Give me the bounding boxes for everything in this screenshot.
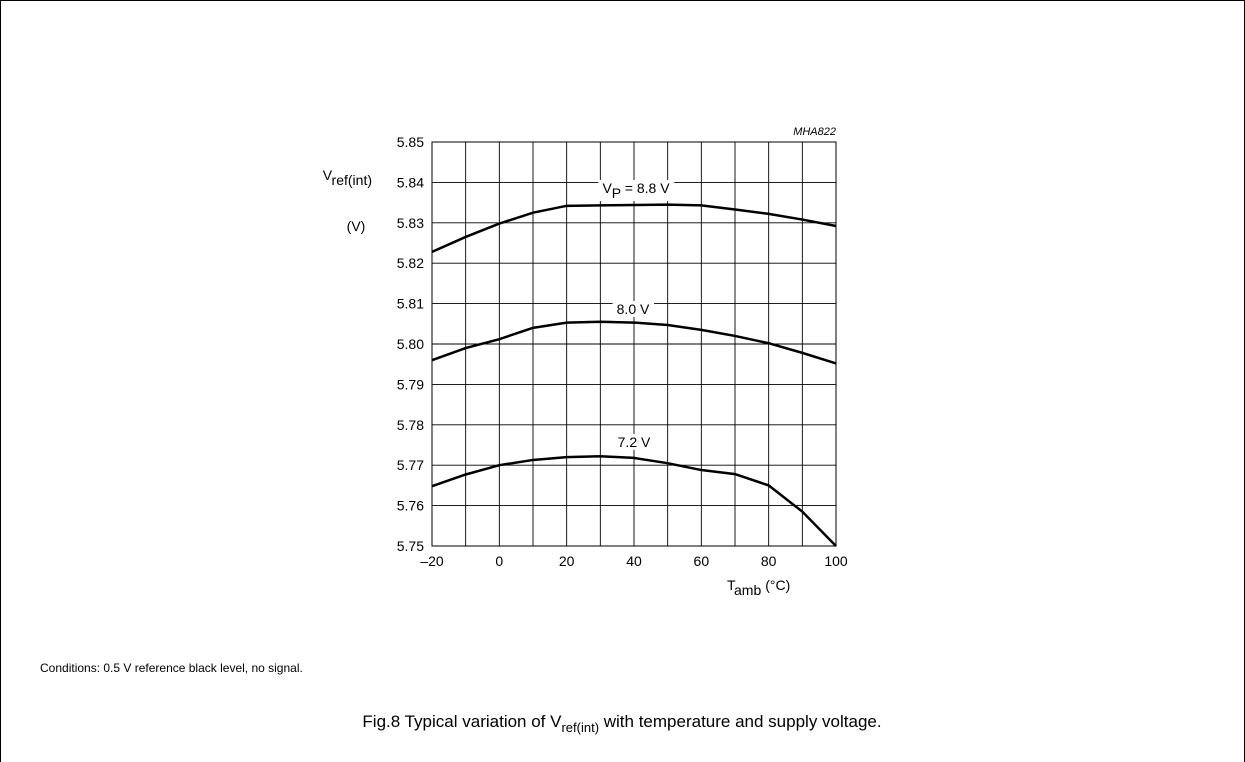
x-tick-label: 60 [694,553,710,569]
caption: Fig.8 Typical variation of Vref(int) wit… [362,712,881,735]
x-label-sub: amb [734,582,761,598]
x-label-unit: (°C) [765,577,790,593]
series-label-part: 7.2 V [618,434,651,450]
label-background [612,301,654,317]
y-tick-label: 5.78 [397,417,424,433]
note: Conditions: 0.5 V reference black level,… [40,661,303,675]
y-label-base: V [323,167,333,183]
y-tick-label: 5.85 [397,134,424,150]
series-line [431,203,837,254]
caption-start: Fig.8 Typical variation of V [362,712,562,731]
label-background [598,180,675,201]
y-tick-label: 5.76 [397,498,424,514]
label-background [613,434,655,450]
y-axis-unit: (V) [347,218,366,234]
series-label-part: 8.0 V [617,301,650,317]
x-axis-label: Tamb (°C) [727,577,790,598]
y-tick-label: 5.80 [397,336,424,352]
x-tick-label: –20 [420,553,444,569]
series-label-part: P [612,185,621,201]
y-tick-label: 5.77 [397,457,424,473]
x-tick-label: 0 [495,553,503,569]
series-line [431,455,837,547]
series-label-part: = 8.8 V [621,180,670,196]
x-tick-label: 40 [626,553,642,569]
y-tick-label: 5.81 [397,296,424,312]
series-label: 7.2 V [618,434,651,450]
series-line [431,320,837,365]
y-tick-label: 5.75 [397,538,424,554]
series-label-part: V [602,180,612,196]
y-tick-label: 5.79 [397,376,424,392]
y-label-sub: ref(int) [332,172,372,188]
series-label: 8.0 V [617,301,650,317]
series-label: VP = 8.8 V [602,180,670,201]
x-tick-label: 100 [824,553,848,569]
plot-border [431,141,837,547]
x-tick-label: 80 [761,553,777,569]
y-tick-label: 5.82 [397,255,424,271]
caption-sub: ref(int) [561,720,599,735]
y-tick-label: 5.84 [397,174,424,190]
x-label-base: T [727,577,736,593]
caption-end: with temperature and supply voltage. [599,712,882,731]
y-tick-label: 5.83 [397,215,424,231]
figure-code: MHA822 [793,126,836,138]
y-axis-label: Vref(int) [323,167,372,188]
x-tick-label: 20 [559,553,575,569]
